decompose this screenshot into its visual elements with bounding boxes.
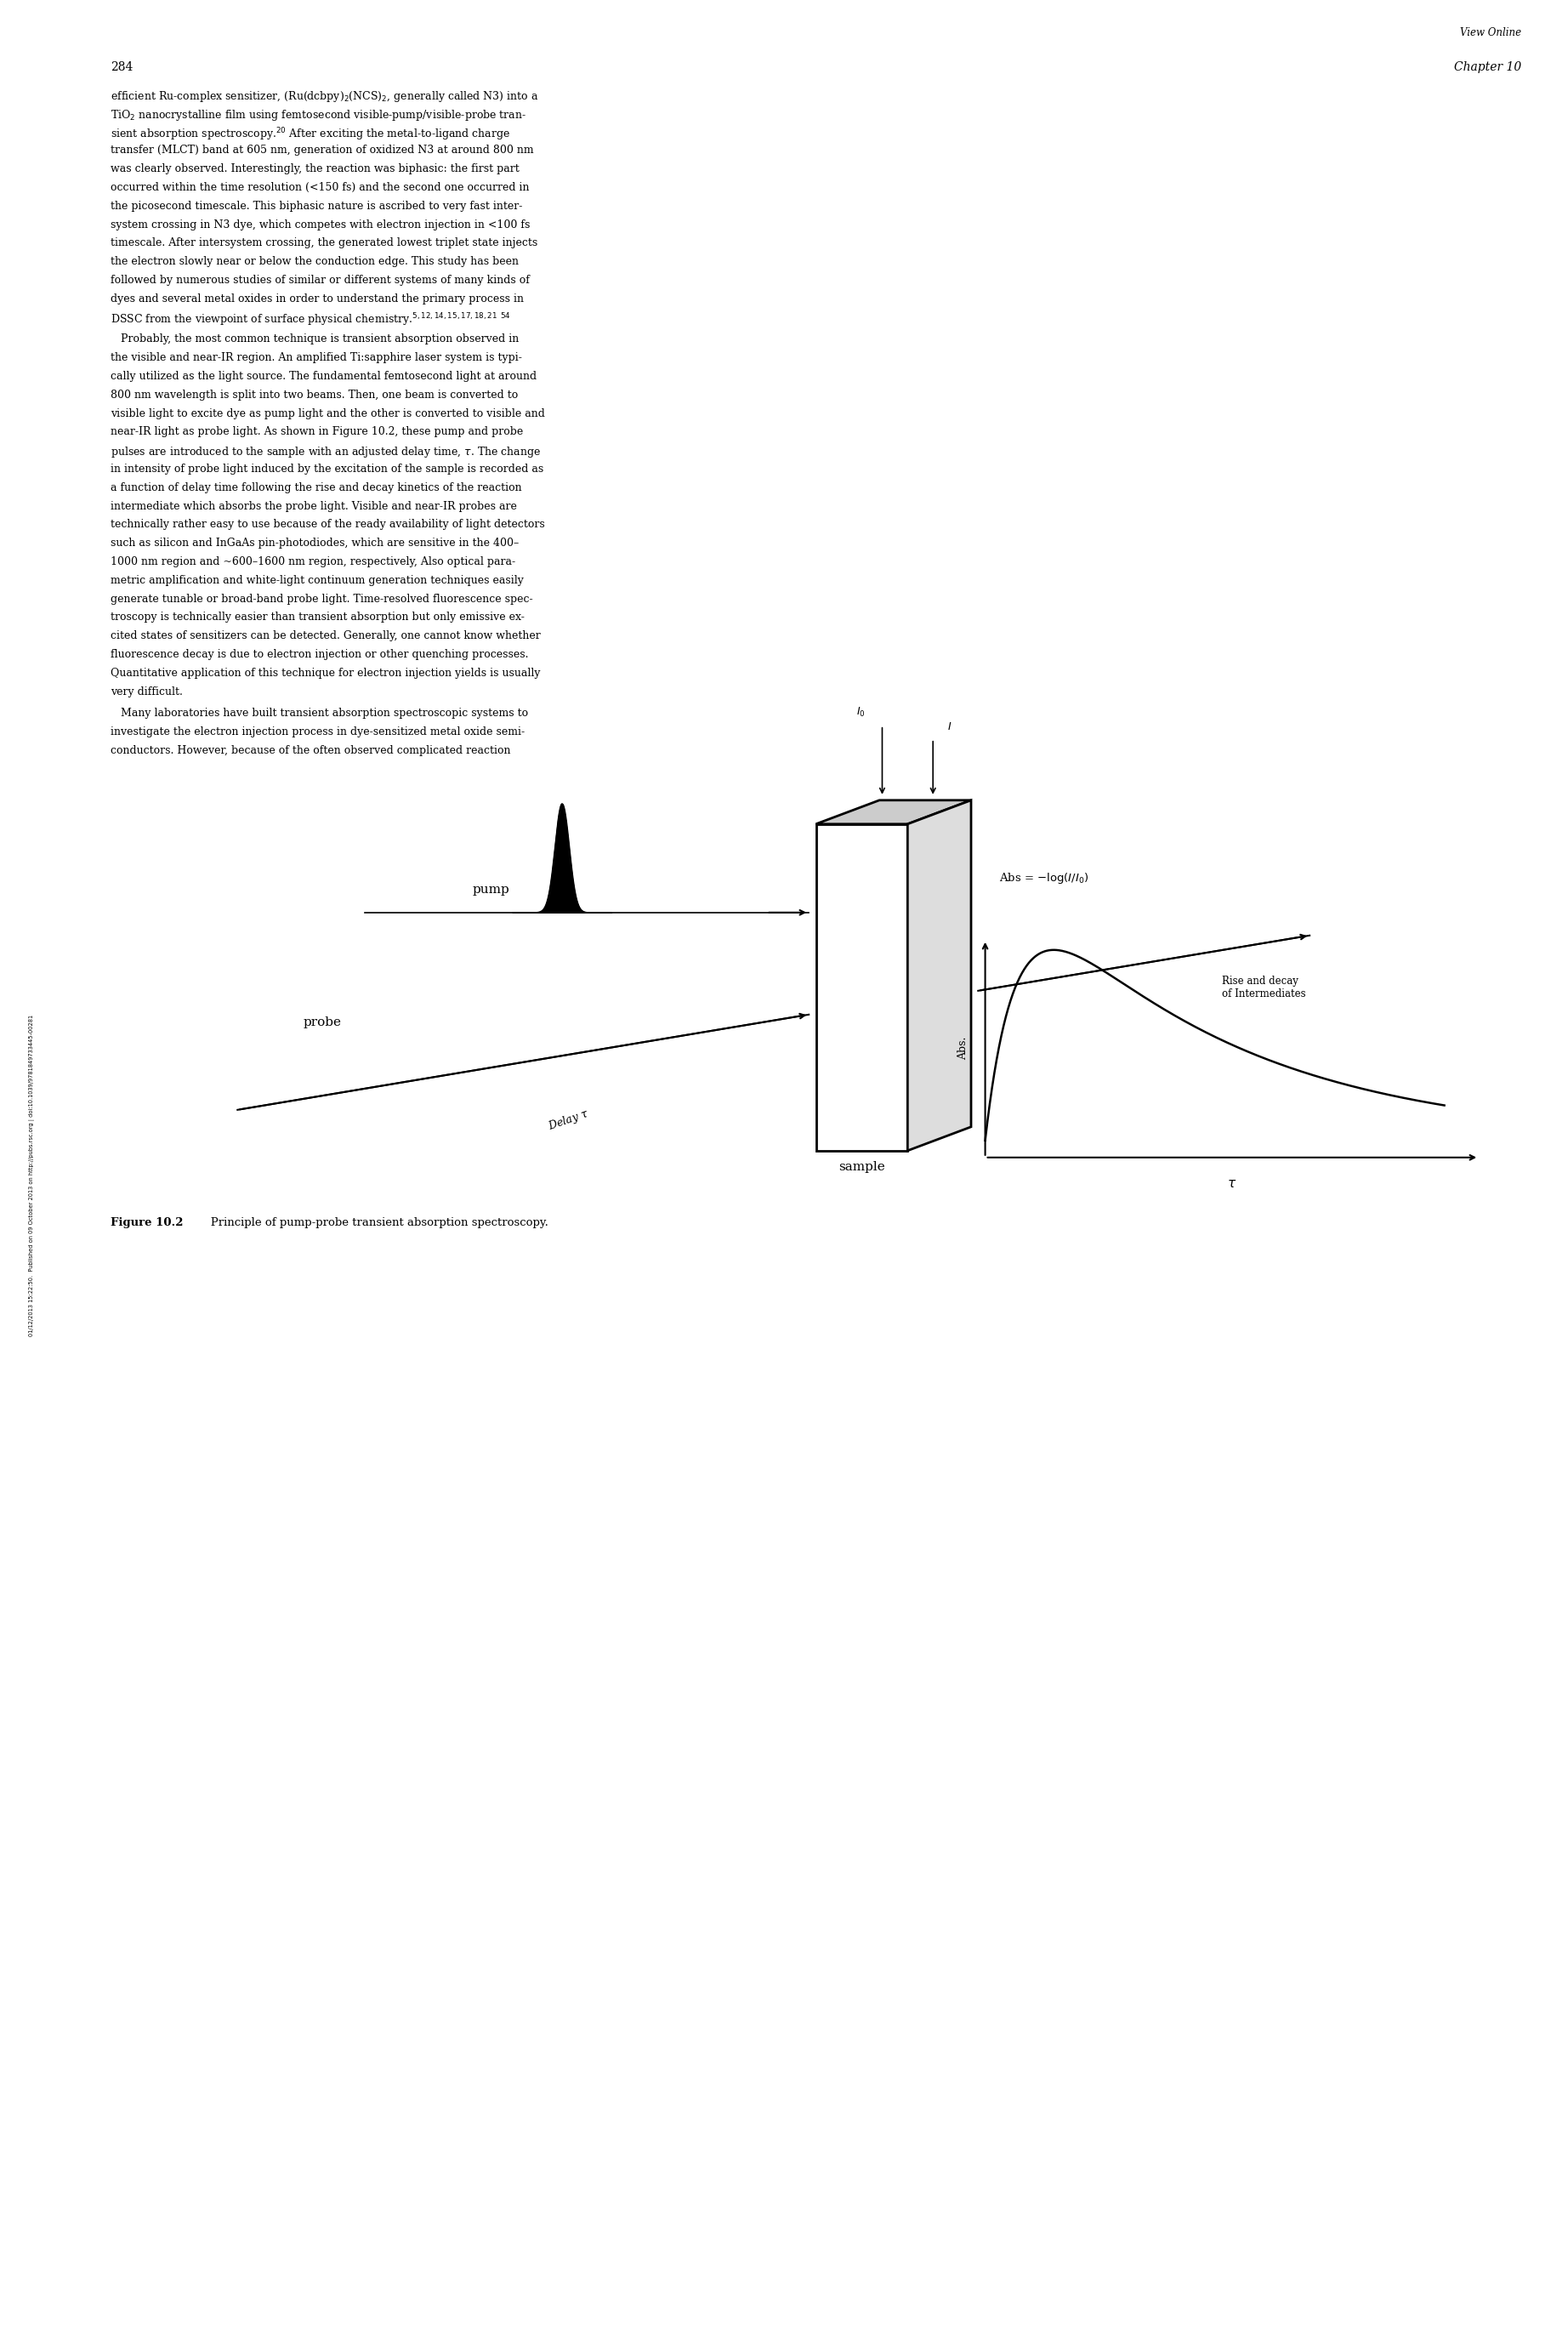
Text: such as silicon and InGaAs pin-photodiodes, which are sensitive in the 400–: such as silicon and InGaAs pin-photodiod… [110, 538, 519, 548]
Text: was clearly observed. Interestingly, the reaction was biphasic: the first part: was clearly observed. Interestingly, the… [110, 165, 519, 174]
Text: troscopy is technically easier than transient absorption but only emissive ex-: troscopy is technically easier than tran… [110, 611, 525, 623]
Text: $I$: $I$ [947, 722, 952, 731]
Text: near-IR light as probe light. As shown in Figure 10.2, these pump and probe: near-IR light as probe light. As shown i… [110, 426, 524, 437]
Text: in intensity of probe light induced by the excitation of the sample is recorded : in intensity of probe light induced by t… [110, 463, 544, 475]
Text: Figure 10.2: Figure 10.2 [110, 1218, 183, 1227]
Text: timescale. After intersystem crossing, the generated lowest triplet state inject: timescale. After intersystem crossing, t… [110, 237, 538, 249]
Text: a function of delay time following the rise and decay kinetics of the reaction: a function of delay time following the r… [110, 482, 522, 494]
Text: fluorescence decay is due to electron injection or other quenching processes.: fluorescence decay is due to electron in… [110, 649, 528, 661]
Text: technically rather easy to use because of the ready availability of light detect: technically rather easy to use because o… [110, 520, 544, 531]
Text: very difficult.: very difficult. [110, 686, 183, 698]
Text: Abs = $-\log(I/I_0)$: Abs = $-\log(I/I_0)$ [999, 872, 1088, 886]
Text: Many laboratories have built transient absorption spectroscopic systems to: Many laboratories have built transient a… [110, 708, 528, 719]
Text: probe: probe [303, 1016, 342, 1027]
Text: TiO$_2$ nanocrystalline film using femtosecond visible-pump/visible-probe tran-: TiO$_2$ nanocrystalline film using femto… [110, 108, 527, 122]
Text: the electron slowly near or below the conduction edge. This study has been: the electron slowly near or below the co… [110, 256, 519, 268]
Text: Probably, the most common technique is transient absorption observed in: Probably, the most common technique is t… [110, 334, 519, 346]
Text: the visible and near-IR region. An amplified Ti:sapphire laser system is typi-: the visible and near-IR region. An ampli… [110, 353, 522, 364]
Text: pulses are introduced to the sample with an adjusted delay time, $\tau$. The cha: pulses are introduced to the sample with… [110, 444, 541, 458]
Text: Quantitative application of this technique for electron injection yields is usua: Quantitative application of this techniq… [110, 668, 541, 679]
Polygon shape [815, 825, 908, 1150]
Text: Delay $\tau$: Delay $\tau$ [547, 1107, 591, 1133]
Text: View Online: View Online [1460, 28, 1521, 38]
Text: Rise and decay
of Intermediates: Rise and decay of Intermediates [1221, 976, 1306, 999]
Text: cited states of sensitizers can be detected. Generally, one cannot know whether: cited states of sensitizers can be detec… [110, 630, 541, 642]
Text: followed by numerous studies of similar or different systems of many kinds of: followed by numerous studies of similar … [110, 275, 530, 287]
Text: pump: pump [474, 884, 510, 896]
Text: Principle of pump-probe transient absorption spectroscopy.: Principle of pump-probe transient absorp… [199, 1218, 549, 1227]
Text: sample: sample [839, 1161, 884, 1173]
Polygon shape [908, 799, 971, 1150]
Polygon shape [815, 799, 971, 825]
Text: visible light to excite dye as pump light and the other is converted to visible : visible light to excite dye as pump ligh… [110, 409, 546, 418]
Text: 01/12/2013 15:22:50.  Published on 09 October 2013 on http://pubs.rsc.org | doi:: 01/12/2013 15:22:50. Published on 09 Oct… [30, 1016, 36, 1335]
Text: Chapter 10: Chapter 10 [1454, 61, 1521, 73]
Text: $I_0$: $I_0$ [856, 705, 866, 719]
Text: 284: 284 [110, 61, 133, 73]
Text: metric amplification and white-light continuum generation techniques easily: metric amplification and white-light con… [110, 576, 524, 585]
Text: sient absorption spectroscopy.$^{20}$ After exciting the metal-to-ligand charge: sient absorption spectroscopy.$^{20}$ Af… [110, 127, 510, 143]
Text: system crossing in N3 dye, which competes with electron injection in <100 fs: system crossing in N3 dye, which compete… [110, 219, 530, 230]
Text: 800 nm wavelength is split into two beams. Then, one beam is converted to: 800 nm wavelength is split into two beam… [110, 390, 517, 400]
Text: generate tunable or broad-band probe light. Time-resolved fluorescence spec-: generate tunable or broad-band probe lig… [110, 592, 533, 604]
Text: DSSC from the viewpoint of surface physical chemistry.$^{5,12,14,15,17,18,21}$ $: DSSC from the viewpoint of surface physi… [110, 313, 511, 329]
Text: the picosecond timescale. This biphasic nature is ascribed to very fast inter-: the picosecond timescale. This biphasic … [110, 200, 522, 212]
Text: intermediate which absorbs the probe light. Visible and near-IR probes are: intermediate which absorbs the probe lig… [110, 501, 517, 513]
Text: efficient Ru-complex sensitizer, (Ru(dcbpy)$_2$(NCS)$_2$, generally called N3) i: efficient Ru-complex sensitizer, (Ru(dcb… [110, 89, 538, 103]
Text: 1000 nm region and ~600–1600 nm region, respectively, Also optical para-: 1000 nm region and ~600–1600 nm region, … [110, 557, 516, 567]
Text: conductors. However, because of the often observed complicated reaction: conductors. However, because of the ofte… [110, 745, 511, 757]
Text: dyes and several metal oxides in order to understand the primary process in: dyes and several metal oxides in order t… [110, 294, 524, 303]
Text: cally utilized as the light source. The fundamental femtosecond light at around: cally utilized as the light source. The … [110, 371, 536, 381]
Text: Abs.: Abs. [956, 1037, 969, 1060]
Text: occurred within the time resolution (<150 fs) and the second one occurred in: occurred within the time resolution (<15… [110, 181, 530, 193]
Text: $\tau$: $\tau$ [1228, 1178, 1237, 1190]
Text: investigate the electron injection process in dye-sensitized metal oxide semi-: investigate the electron injection proce… [110, 726, 525, 738]
Text: transfer (MLCT) band at 605 nm, generation of oxidized N3 at around 800 nm: transfer (MLCT) band at 605 nm, generati… [110, 146, 533, 155]
